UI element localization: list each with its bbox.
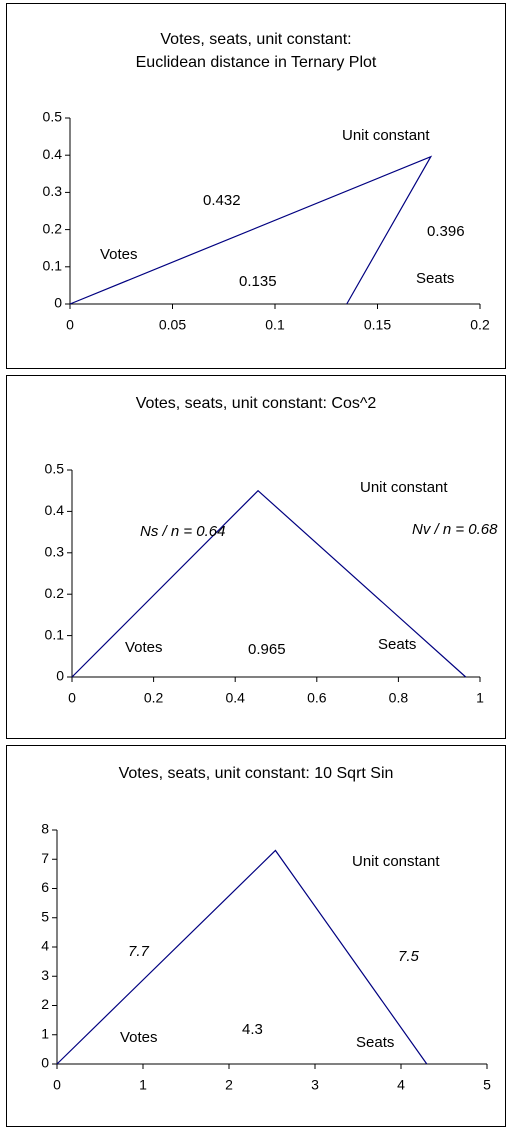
annotation: Unit constant [342,127,430,144]
annotation: Votes [120,1029,158,1046]
x-tick-label: 0 [66,317,74,333]
chart-title: Votes, seats, unit constant: [160,31,351,48]
annotation: 4.3 [242,1021,263,1038]
y-tick-label: 0 [54,295,62,311]
y-tick-label: 2 [41,996,49,1012]
x-tick-label: 0.1 [265,317,285,333]
y-tick-label: 0.3 [43,183,63,199]
chart-title: Euclidean distance in Ternary Plot [136,54,377,71]
annotation: Votes [125,639,163,656]
chart-frame [6,745,506,1127]
y-tick-label: 0 [56,668,64,684]
x-tick-label: 5 [483,1077,491,1093]
x-tick-label: 0 [68,690,76,706]
annotation: Seats [356,1034,394,1051]
x-tick-label: 0.6 [307,690,327,706]
y-tick-label: 0.4 [43,146,63,162]
chart-frame [6,3,506,369]
y-tick-label: 0.1 [43,258,63,274]
chart-title: Votes, seats, unit constant: 10 Sqrt Sin [119,765,394,782]
y-tick-label: 5 [41,908,49,924]
y-tick-label: 0.3 [45,544,65,560]
annotation: Seats [378,636,416,653]
annotation: Unit constant [352,853,440,870]
y-tick-label: 0.5 [43,109,63,125]
x-tick-label: 0.2 [470,317,490,333]
x-tick-label: 1 [476,690,484,706]
y-tick-label: 1 [41,1025,49,1041]
y-tick-label: 0.1 [45,626,65,642]
y-tick-label: 3 [41,967,49,983]
y-tick-label: 0.4 [45,502,65,518]
y-tick-label: 0 [41,1055,49,1071]
annotation: 7.7 [128,943,150,960]
x-tick-label: 0.2 [144,690,164,706]
y-tick-label: 8 [41,821,49,837]
x-tick-label: 4 [397,1077,405,1093]
annotation: Seats [416,270,454,287]
x-tick-label: 2 [225,1077,233,1093]
annotation: 0.396 [427,223,465,240]
data-line [71,489,467,678]
x-tick-label: 0.05 [159,317,186,333]
data-line [69,155,433,305]
y-tick-label: 6 [41,879,49,895]
x-tick-label: 1 [139,1077,147,1093]
chart-frame [6,375,506,739]
x-tick-label: 0.15 [364,317,391,333]
y-tick-label: 4 [41,938,49,954]
chart-title: Votes, seats, unit constant: Cos^2 [136,395,377,412]
annotation: Votes [100,246,138,263]
annotation: 0.135 [239,273,277,290]
annotation: Nv / n = 0.68 [412,521,498,538]
y-tick-label: 0.5 [45,461,65,477]
y-tick-label: 0.2 [43,220,63,236]
x-tick-label: 3 [311,1077,319,1093]
x-tick-label: 0.8 [389,690,409,706]
data-line [56,849,428,1065]
x-tick-label: 0.4 [225,690,245,706]
annotation: Unit constant [360,479,448,496]
y-tick-label: 7 [41,850,49,866]
y-tick-label: 0.2 [45,585,65,601]
x-tick-label: 0 [53,1077,61,1093]
annotation: 0.432 [203,192,241,209]
annotation: 0.965 [248,641,286,658]
annotation: 7.5 [398,948,420,965]
annotation: Ns / n = 0.64 [140,523,225,540]
